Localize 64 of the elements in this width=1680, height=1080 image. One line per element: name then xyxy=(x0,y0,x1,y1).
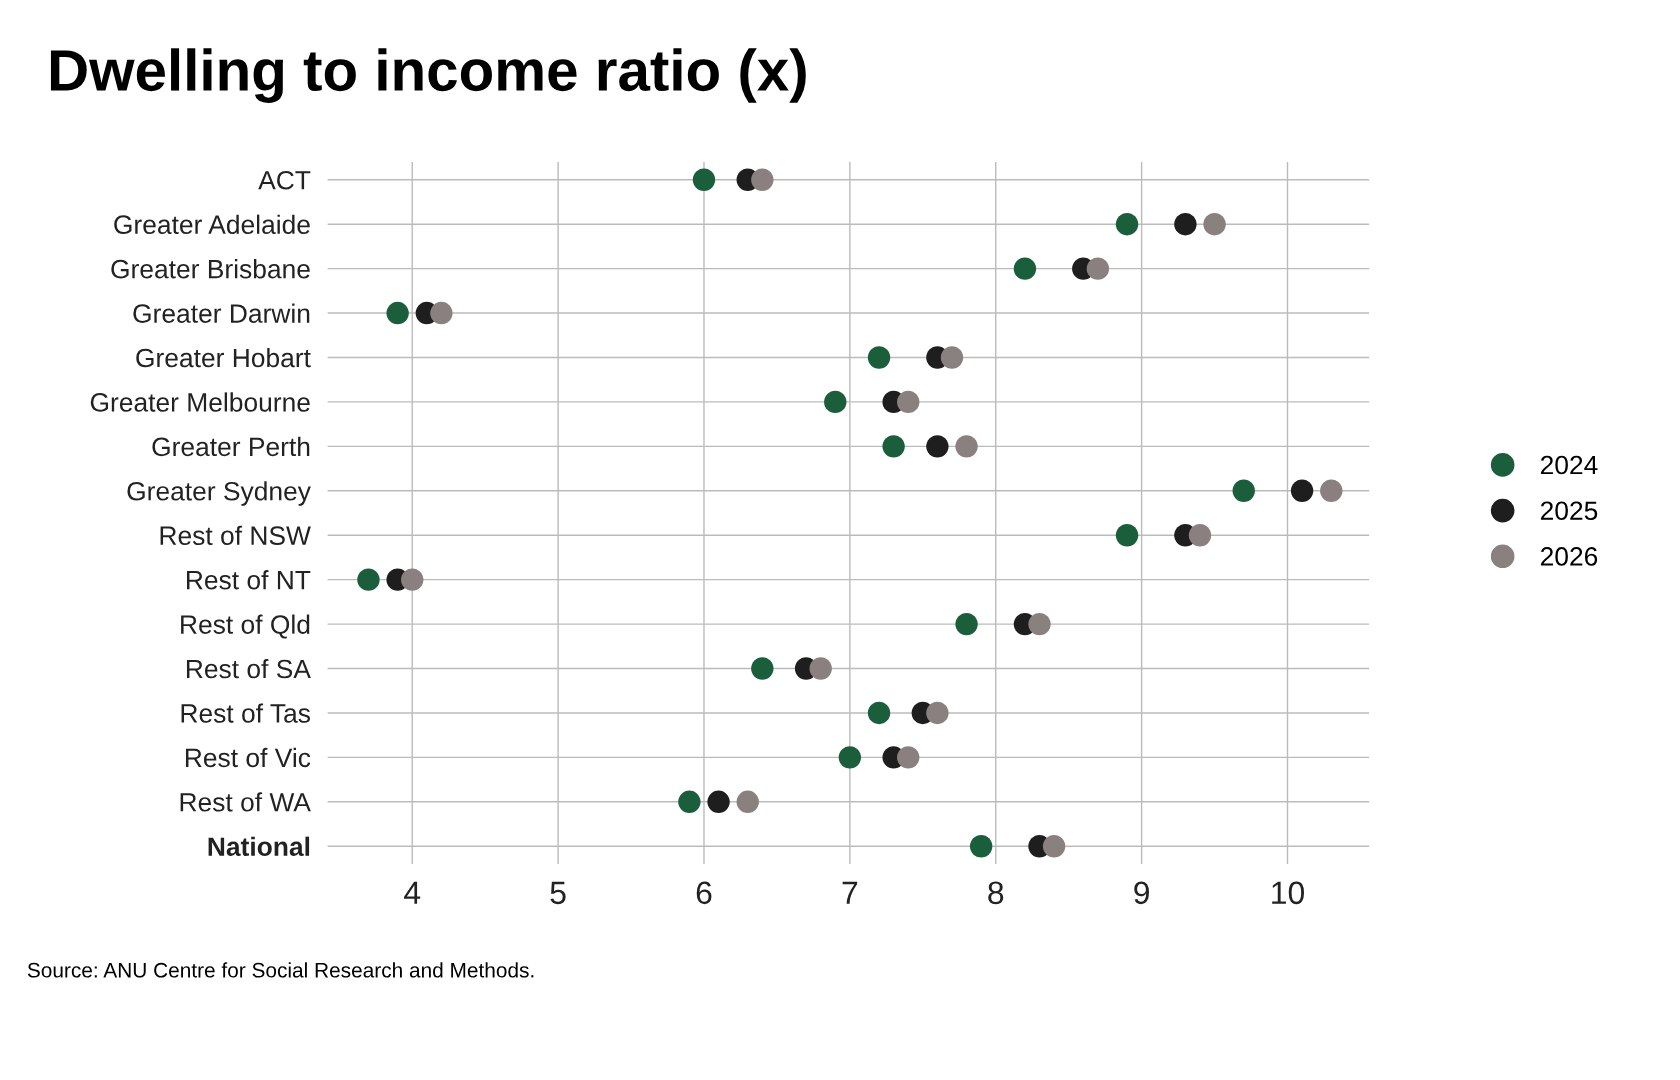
source-note: Source: ANU Centre for Social Research and Methods. xyxy=(27,962,534,978)
point xyxy=(1115,213,1139,236)
chart-title: Dwelling to income ratio (x) xyxy=(50,48,806,103)
x-tick-label: 9 xyxy=(1134,881,1149,905)
point xyxy=(401,568,424,591)
y-tick-label: Greater Brisbane xyxy=(111,259,310,279)
point xyxy=(867,346,891,369)
point xyxy=(1042,835,1066,858)
x-tick-label: 6 xyxy=(696,881,712,905)
point xyxy=(940,346,964,369)
point xyxy=(955,435,978,458)
point xyxy=(1320,479,1343,502)
point xyxy=(1232,479,1255,502)
point xyxy=(809,657,832,680)
point xyxy=(751,168,774,191)
point xyxy=(897,390,920,414)
y-tick-label: Rest of Tas xyxy=(181,703,310,723)
legend-label: 2026 xyxy=(1540,547,1598,566)
x-tick-label: 5 xyxy=(550,881,566,905)
y-tick-label: Greater Sydney xyxy=(127,481,311,506)
x-tick-label: 7 xyxy=(842,881,858,904)
point xyxy=(955,612,978,636)
x-tick-label: 10 xyxy=(1272,881,1305,905)
y-tick-label: Rest of NT xyxy=(187,570,311,590)
point xyxy=(1174,213,1197,236)
x-tick-label: 4 xyxy=(404,881,421,904)
point xyxy=(707,790,730,813)
point xyxy=(736,790,759,813)
point xyxy=(838,746,862,769)
x-tick-label: 8 xyxy=(988,881,1004,905)
point xyxy=(1028,612,1051,636)
point xyxy=(1290,479,1314,502)
point xyxy=(897,746,920,769)
y-tick-label: Greater Adelaide xyxy=(114,214,310,235)
y-tick-label: Rest of Qld xyxy=(181,614,310,639)
point xyxy=(751,657,774,680)
point xyxy=(692,168,716,191)
point xyxy=(357,568,380,591)
y-tick-label: Rest of SA xyxy=(186,658,311,679)
point xyxy=(926,435,949,458)
point xyxy=(1013,257,1037,280)
legend-label: 2024 xyxy=(1540,455,1598,475)
legend-label: 2025 xyxy=(1540,501,1598,521)
point xyxy=(430,301,453,325)
point xyxy=(926,701,949,725)
y-tick-label: Greater Hobart xyxy=(136,347,311,368)
y-tick-label: Rest of WA xyxy=(180,792,311,812)
point xyxy=(882,435,905,458)
point xyxy=(867,701,891,725)
y-tick-label: Greater Perth xyxy=(152,436,310,457)
point xyxy=(678,790,701,813)
point xyxy=(969,835,993,858)
y-tick-label: National xyxy=(208,836,310,857)
point xyxy=(1115,524,1139,547)
point xyxy=(1086,257,1110,280)
point xyxy=(386,301,409,325)
y-tick-label: Rest of NSW xyxy=(160,525,311,546)
y-tick-label: Greater Darwin xyxy=(133,303,310,323)
y-tick-label: Rest of Vic xyxy=(185,747,311,768)
point xyxy=(1203,213,1226,236)
y-tick-label: Greater Melbourne xyxy=(90,392,310,412)
point xyxy=(824,390,847,414)
y-tick-label: ACT xyxy=(258,170,311,190)
point xyxy=(1188,524,1212,547)
